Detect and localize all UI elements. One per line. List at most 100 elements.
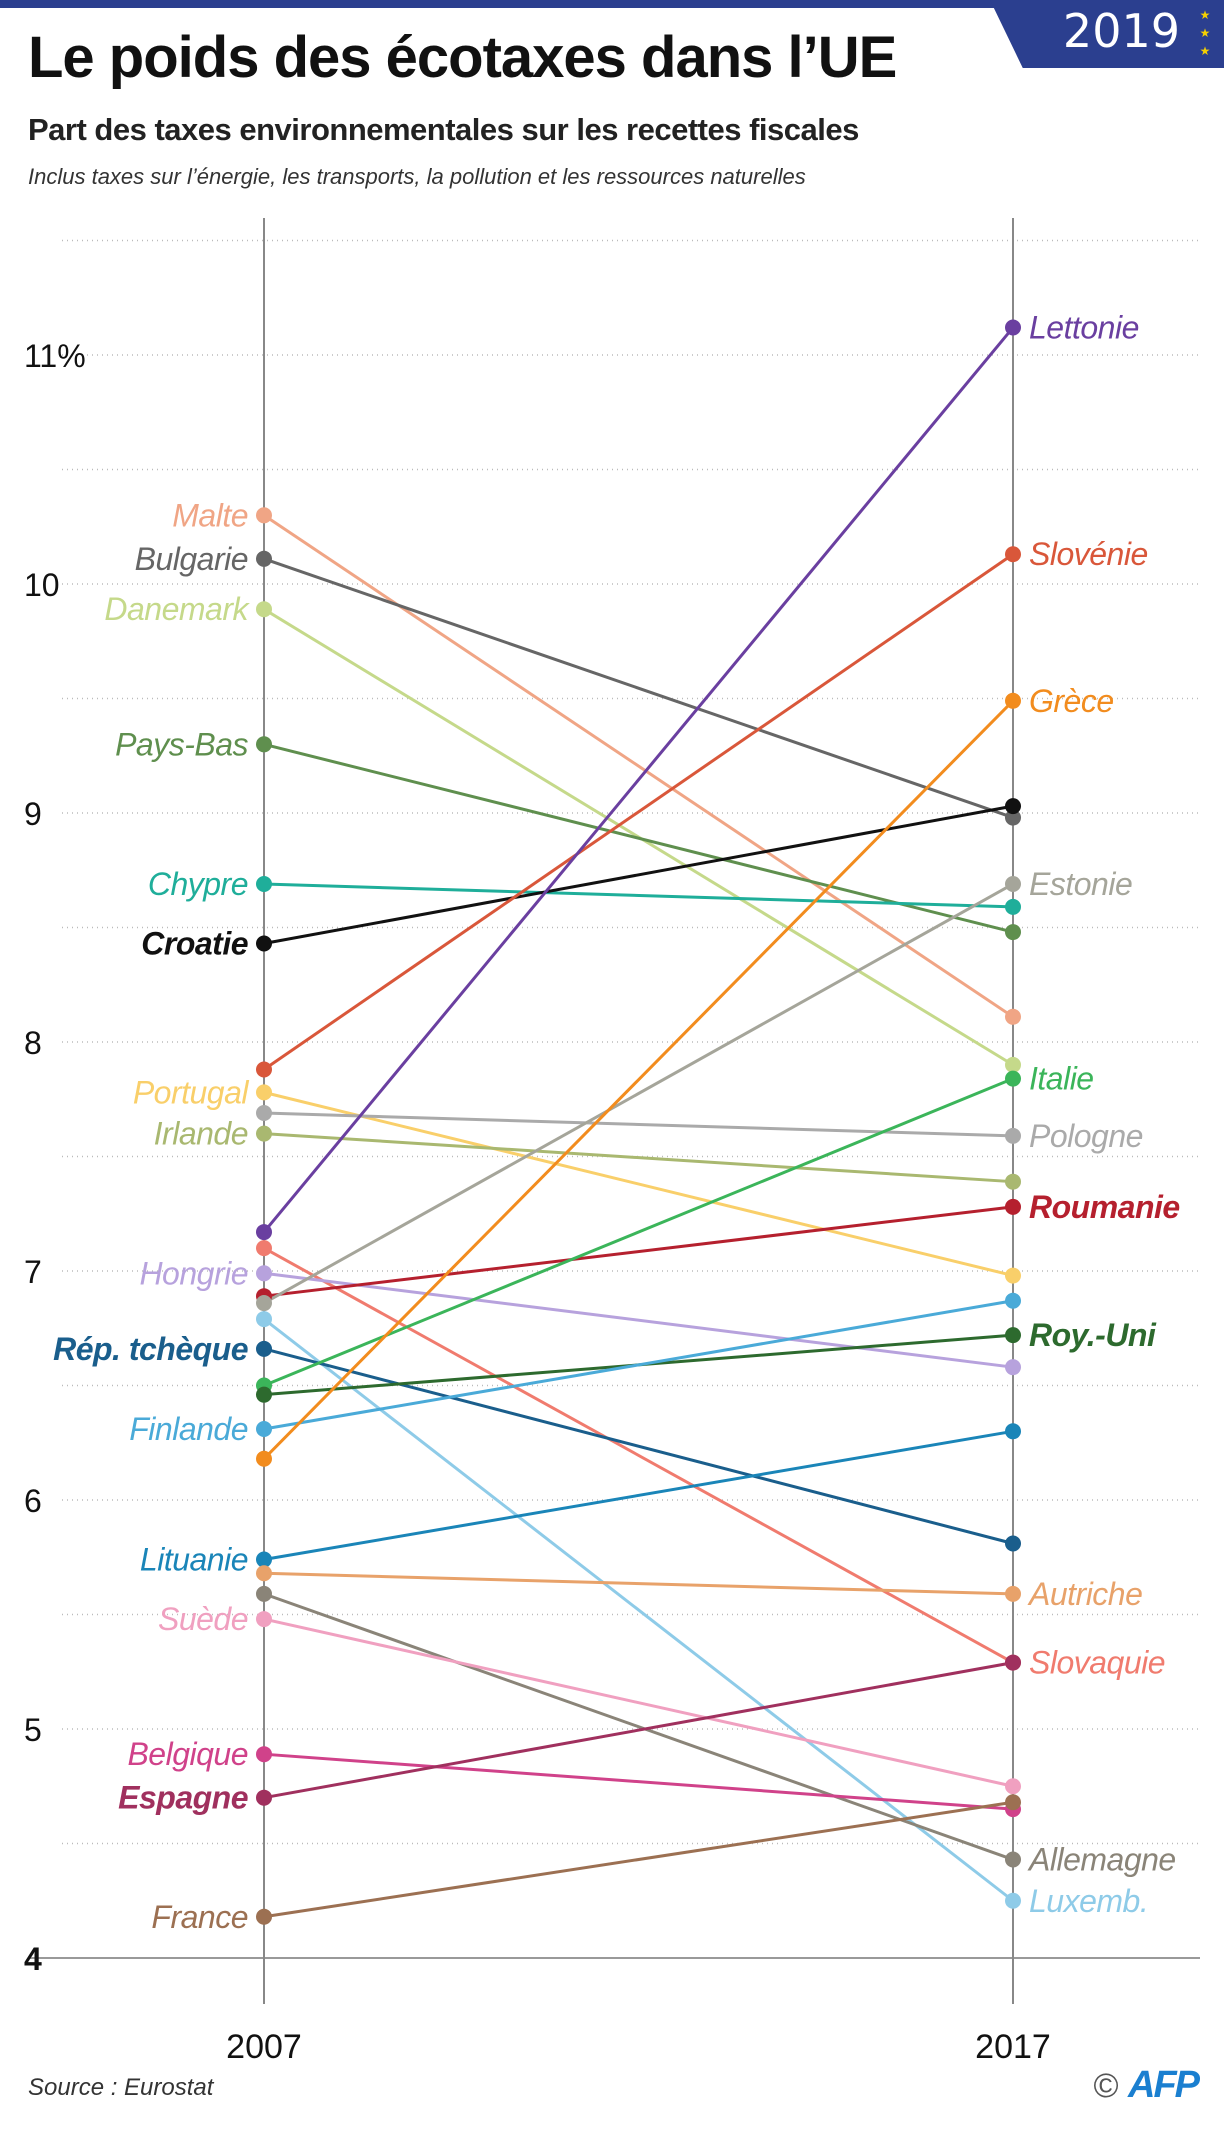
data-point <box>256 1386 272 1403</box>
data-point <box>256 1061 272 1078</box>
series-line <box>263 1617 1014 1788</box>
series-line <box>263 882 1014 1305</box>
data-point <box>256 1565 272 1582</box>
data-point <box>256 736 272 753</box>
series-label: France <box>151 1899 248 1935</box>
data-point <box>1005 1892 1021 1909</box>
data-point <box>1005 1851 1021 1868</box>
data-point <box>256 1340 272 1357</box>
y-tick-label: 7 <box>24 1254 42 1290</box>
series-label: Roy.-Uni <box>1029 1317 1157 1353</box>
series-label: Estonie <box>1029 866 1132 902</box>
y-tick-label: 4 <box>24 1941 42 1977</box>
series-label: Luxemb. <box>1029 1883 1148 1919</box>
data-point <box>1005 924 1021 941</box>
data-point <box>1005 1267 1021 1284</box>
data-point <box>256 1421 272 1438</box>
data-point <box>1005 1056 1021 1073</box>
series-label: Italie <box>1029 1061 1094 1097</box>
series-line <box>263 1347 1014 1545</box>
data-point <box>256 1450 272 1467</box>
year-badge: 2019 ★ ★ ★ <box>990 0 1224 68</box>
series-label: Danemark <box>104 591 250 627</box>
source-note: Source : Eurostat <box>28 2074 214 2101</box>
series-label: Allemagne <box>1027 1842 1176 1878</box>
series-line <box>263 1271 1014 1369</box>
series-line <box>262 699 1015 1460</box>
data-point <box>1005 1423 1021 1440</box>
data-point <box>1005 798 1021 815</box>
series-line <box>263 1132 1014 1184</box>
data-point <box>256 1084 272 1101</box>
series-line <box>263 514 1014 1019</box>
data-point <box>1005 1778 1021 1795</box>
data-point <box>256 1265 272 1282</box>
series-label: Slovénie <box>1029 536 1148 572</box>
series-label: Pays-Bas <box>115 726 248 762</box>
data-point <box>1005 319 1021 336</box>
data-point <box>1005 1535 1021 1552</box>
series-line <box>263 1800 1014 1919</box>
series-label: Lituanie <box>140 1542 248 1578</box>
y-tick-label: 11% <box>24 338 86 374</box>
data-point <box>256 1551 272 1568</box>
series-line <box>263 882 1014 909</box>
series-line <box>263 1317 1014 1902</box>
data-point <box>256 935 272 952</box>
data-point <box>1005 1359 1021 1376</box>
data-point <box>256 1908 272 1925</box>
data-point <box>256 507 272 524</box>
series-line <box>262 326 1015 1234</box>
data-point <box>256 1311 272 1328</box>
data-point <box>1005 809 1021 826</box>
afp-logo: © AFP <box>1093 2064 1200 2107</box>
data-point <box>1005 692 1021 709</box>
eu-stars-icon: ★ ★ ★ <box>1199 8 1211 58</box>
series-line <box>263 552 1014 1071</box>
data-point <box>1005 1654 1021 1671</box>
data-point <box>1005 1070 1021 1087</box>
series-label: Hongrie <box>139 1255 248 1291</box>
y-tick-label: 6 <box>24 1483 42 1519</box>
data-point <box>1005 1173 1021 1190</box>
data-point <box>1005 546 1021 563</box>
series-line <box>263 1090 1014 1278</box>
series-label: Rép. tchèque <box>53 1331 248 1367</box>
data-point <box>256 1295 272 1312</box>
data-point <box>256 1240 272 1257</box>
x-tick-label: 2007 <box>226 2028 302 2066</box>
series-label: Grèce <box>1029 683 1114 719</box>
data-point <box>256 1789 272 1806</box>
data-point <box>1005 1794 1021 1811</box>
data-point <box>256 1224 272 1241</box>
series-label: Croatie <box>141 926 248 962</box>
series-line <box>263 1429 1014 1562</box>
series-line <box>263 1246 1014 1664</box>
y-tick-label: 5 <box>24 1712 42 1748</box>
data-point <box>1005 1292 1021 1309</box>
series-line <box>263 1299 1014 1431</box>
data-point <box>1005 1198 1021 1215</box>
data-point <box>256 1611 272 1628</box>
data-point <box>256 601 272 618</box>
top-bar <box>0 0 1224 8</box>
data-point <box>1005 898 1021 915</box>
series-line <box>263 1571 1014 1596</box>
series-label: Slovaquie <box>1029 1645 1165 1681</box>
y-tick-label: 10 <box>24 567 60 603</box>
series-label: Finlande <box>129 1411 248 1447</box>
series-label: Irlande <box>154 1116 248 1152</box>
copyright-symbol: © <box>1093 2067 1119 2105</box>
series-label: Chypre <box>148 866 248 902</box>
series-label: Suède <box>158 1601 248 1637</box>
series-line <box>263 742 1014 934</box>
y-tick-label: 8 <box>24 1025 42 1061</box>
data-point <box>256 1746 272 1763</box>
series-line <box>263 557 1014 819</box>
series-label: Lettonie <box>1029 310 1139 346</box>
data-point <box>256 1104 272 1121</box>
series-label: Malte <box>172 497 248 533</box>
data-point <box>1005 1008 1021 1025</box>
chart-note: Inclus taxes sur l’énergie, les transpor… <box>28 164 806 189</box>
data-point <box>1005 1585 1021 1602</box>
